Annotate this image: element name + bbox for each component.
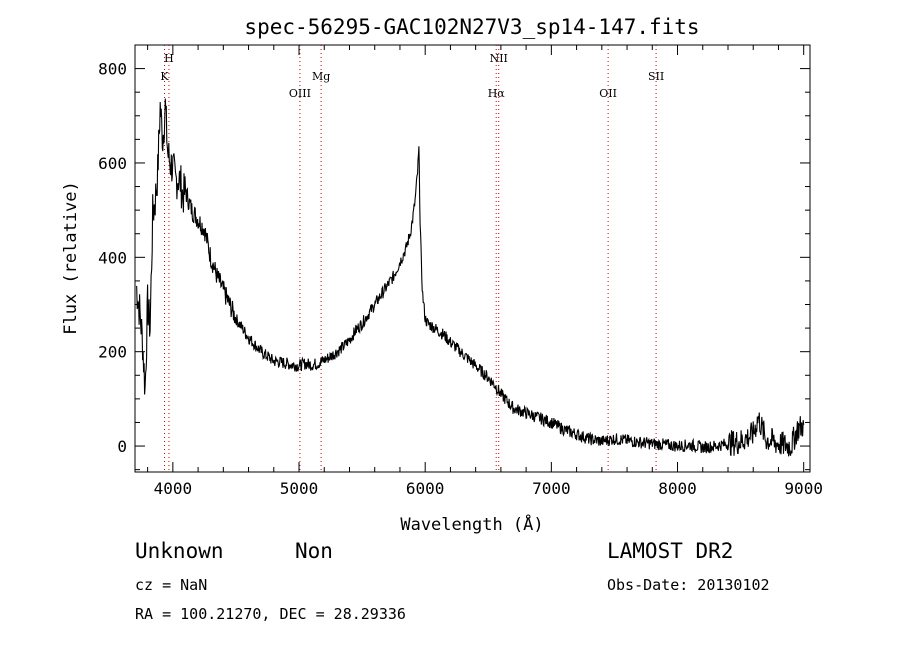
x-tick-label: 4000 (154, 479, 193, 498)
object-class: Unknown (135, 539, 224, 563)
x-tick-label: 7000 (532, 479, 571, 498)
emission-line-label: K (160, 70, 169, 83)
y-tick-label: 400 (98, 248, 127, 267)
obs-date: Obs-Date: 20130102 (607, 576, 770, 594)
spectrum-series-line (135, 98, 805, 457)
emission-line-label: NII (490, 52, 508, 65)
y-tick-label: 200 (98, 343, 127, 362)
spectrum-chart: spec-56295-GAC102N27V3_sp14-147.fits KH O… (61, 15, 823, 535)
x-axis-ticks: 4000 5000 6000 7000 8000 9000 (147, 45, 823, 498)
y-axis-label: Flux (relative) (61, 181, 81, 335)
survey-label: LAMOST DR2 (607, 539, 734, 563)
redshift-text: cz = NaN (135, 576, 208, 594)
x-tick-label: 6000 (406, 479, 445, 498)
emission-line-label: Hα (488, 87, 506, 100)
x-axis-label: Wavelength (Å) (400, 513, 543, 535)
chart-title: spec-56295-GAC102N27V3_sp14-147.fits (244, 15, 699, 39)
coordinates-text: RA = 100.21270, DEC = 28.29336 (135, 605, 406, 623)
emission-line-label: Mg (312, 70, 330, 83)
emission-line-label: H (164, 52, 174, 65)
y-tick-label: 800 (98, 60, 127, 79)
emission-line-label: SII (648, 70, 664, 83)
y-tick-label: 0 (117, 437, 127, 456)
y-axis-ticks: 0 200 400 600 800 (98, 44, 810, 471)
emission-line-label: OIII (289, 87, 311, 100)
x-tick-label: 5000 (280, 479, 319, 498)
y-tick-label: 600 (98, 154, 127, 173)
plot-frame (134, 44, 811, 473)
x-tick-label: 8000 (658, 479, 697, 498)
x-tick-label: 9000 (784, 479, 823, 498)
emission-line-label: OII (599, 87, 617, 100)
object-subclass: Non (295, 539, 333, 563)
